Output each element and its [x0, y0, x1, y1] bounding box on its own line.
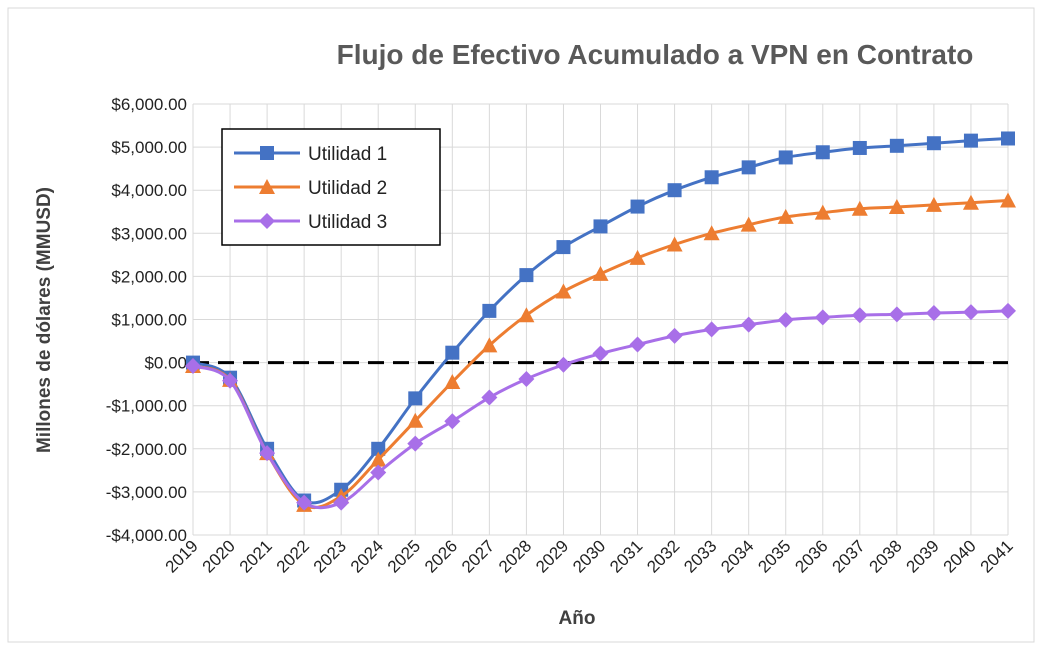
- marker: [407, 435, 424, 452]
- marker: [703, 321, 720, 338]
- legend-label: Utilidad 2: [308, 178, 387, 199]
- y-tick-label: $2,000.00: [111, 267, 187, 286]
- y-tick-label: -$3,000.00: [106, 483, 187, 502]
- legend-label: Utilidad 3: [308, 212, 387, 233]
- marker: [963, 133, 978, 148]
- marker: [777, 311, 794, 328]
- y-tick-label: -$2,000.00: [106, 440, 187, 459]
- marker: [629, 336, 646, 353]
- marker: [889, 138, 904, 153]
- marker: [555, 356, 572, 373]
- y-tick-label: $6,000.00: [111, 95, 187, 114]
- marker: [592, 265, 609, 281]
- x-axis-label: Año: [559, 608, 596, 629]
- marker: [222, 372, 239, 389]
- marker: [444, 373, 461, 389]
- marker: [741, 160, 756, 175]
- marker: [814, 309, 831, 326]
- marker: [593, 219, 608, 234]
- marker: [296, 494, 313, 511]
- marker: [481, 337, 498, 353]
- marker: [371, 441, 386, 456]
- marker: [962, 304, 979, 321]
- marker: [630, 199, 645, 214]
- marker: [666, 327, 683, 344]
- marker: [815, 145, 830, 160]
- marker: [407, 412, 424, 428]
- marker: [481, 389, 498, 406]
- legend-label: Utilidad 1: [308, 144, 387, 165]
- marker: [408, 391, 423, 406]
- marker: [740, 216, 757, 232]
- marker: [926, 136, 941, 151]
- y-tick-label: $3,000.00: [111, 224, 187, 243]
- marker: [888, 199, 905, 215]
- marker: [629, 249, 646, 265]
- marker: [555, 283, 572, 299]
- marker: [777, 208, 794, 224]
- marker: [778, 150, 793, 165]
- marker: [1001, 131, 1015, 146]
- marker: [1000, 302, 1016, 319]
- marker: [814, 204, 831, 220]
- marker: [962, 194, 979, 210]
- marker: [1000, 192, 1016, 208]
- y-axis-label: Millones de dólares (MMUSD): [34, 187, 55, 453]
- marker: [925, 305, 942, 322]
- marker: [260, 146, 274, 160]
- marker: [482, 303, 497, 318]
- marker: [185, 358, 201, 375]
- y-tick-label: $4,000.00: [111, 181, 187, 200]
- marker: [666, 236, 683, 252]
- chart-title: Flujo de Efectivo Acumulado a VPN en Con…: [337, 39, 974, 70]
- y-tick-label: -$1,000.00: [106, 397, 187, 416]
- marker: [592, 345, 609, 362]
- y-tick-label: $1,000.00: [111, 311, 187, 330]
- marker: [703, 225, 720, 241]
- marker: [888, 306, 905, 323]
- marker: [925, 196, 942, 212]
- marker: [740, 316, 757, 333]
- y-tick-label: $0.00: [144, 354, 187, 373]
- marker: [852, 140, 867, 155]
- marker: [444, 413, 461, 430]
- chart-border: [7, 7, 1035, 643]
- marker: [259, 179, 275, 194]
- marker: [370, 451, 387, 467]
- marker: [445, 345, 460, 360]
- marker: [518, 370, 535, 387]
- marker: [518, 307, 535, 323]
- marker: [851, 307, 868, 324]
- marker: [370, 464, 387, 481]
- marker: [333, 494, 350, 511]
- marker: [851, 200, 868, 216]
- marker: [519, 268, 534, 283]
- marker: [259, 213, 275, 229]
- marker: [704, 170, 719, 185]
- y-tick-label: -$4,000.00: [106, 526, 187, 545]
- marker: [667, 183, 682, 198]
- marker: [556, 240, 571, 255]
- marker: [259, 445, 276, 462]
- y-tick-label: $5,000.00: [111, 138, 187, 157]
